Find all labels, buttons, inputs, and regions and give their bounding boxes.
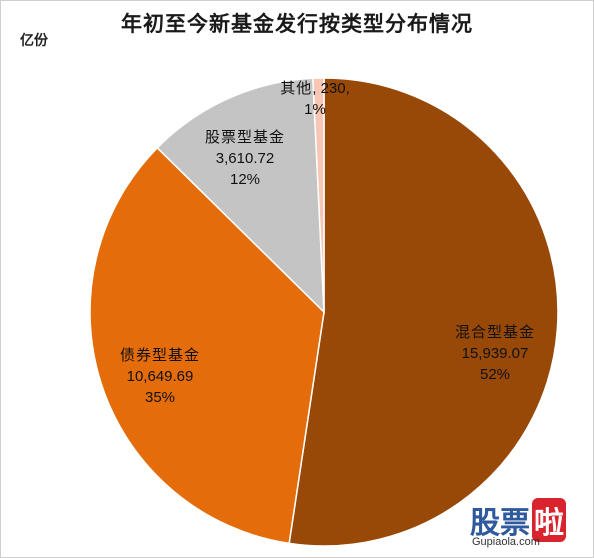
slice-name: 股票型基金 [204,128,285,146]
slice-name-value: 其他, 230, [280,79,350,97]
pie-slice-2 [156,77,325,314]
pie-slice-1 [89,146,325,545]
slice-value-label: 10,649.69 [126,368,194,385]
slice-label-bond: 债券型基金 10,649.69 35% [95,345,225,408]
slice-percent-label: 52% [479,366,511,383]
slice-percent-label: 1% [304,101,326,118]
unit-label: 亿份 [20,33,48,49]
slice-percent-label: 12% [229,171,261,188]
watermark-url: Gupiaola.com [472,536,540,548]
chart-title: 年初至今新基金发行按类型分布情况 [121,11,473,36]
slice-value-label: 230 [320,80,346,97]
watermark-text: 股票啦 [470,498,592,542]
pie-slice-3 [312,77,325,313]
slice-name: 其他 [280,79,313,97]
slice-label-stock: 股票型基金 3,610.72 12% [180,127,310,190]
watermark-text-1: 股票 [470,506,530,541]
slice-name: 混合型基金 [454,323,535,341]
slice-percent-label: 35% [144,389,176,406]
slice-label-other: 其他, 230, 1% [250,78,380,120]
slice-value-label: 15,939.07 [461,345,529,362]
slice-label-mixed: 混合型基金 15,939.07 52% [430,322,560,385]
slice-name: 债券型基金 [119,346,200,364]
watermark-logo: 股票啦 Gupiaola.com [470,498,592,554]
pie-slice-0 [288,77,559,547]
slice-value-label: 3,610.72 [215,150,275,167]
watermark-text-2: 啦 [532,498,566,542]
